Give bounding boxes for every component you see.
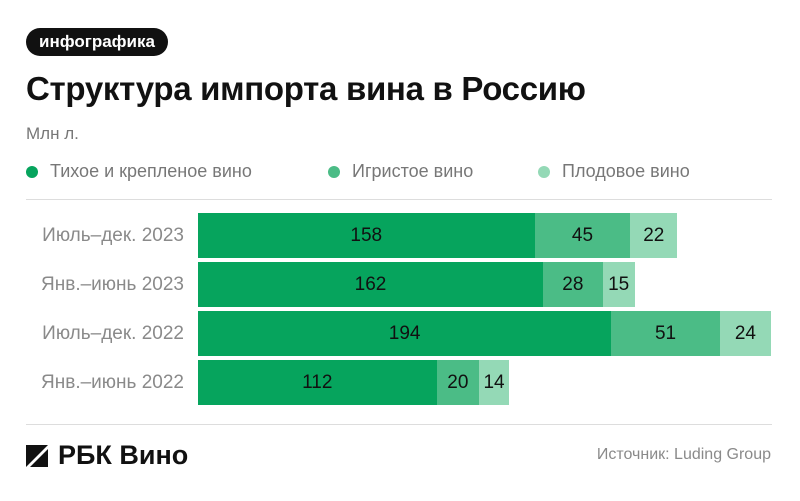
brand-arrow-icon: [26, 444, 48, 467]
data-label: 158: [350, 224, 383, 246]
bar-segment: 22: [630, 213, 678, 258]
bar-segment: 15: [602, 262, 635, 307]
data-label: 15: [608, 273, 630, 295]
bar-segment: 28: [543, 262, 603, 307]
data-label: 20: [447, 371, 469, 393]
legend-dot-fruit: [538, 165, 550, 178]
legend-label-fruit: Плодовое вино: [562, 161, 690, 181]
brand-name: РБК Вино: [58, 440, 189, 470]
data-label: 28: [562, 273, 584, 295]
bar-segment: 51: [611, 311, 720, 356]
legend-dot-still: [26, 165, 38, 178]
bar-segment: 162: [198, 262, 544, 307]
chart-legend: Тихое и крепленое вино Игристое вино Пло…: [0, 161, 800, 183]
chart-title: Структура импорта вина в Россию: [26, 70, 586, 107]
legend-item-fruit: Плодовое вино: [538, 161, 690, 182]
data-label: 112: [302, 371, 333, 393]
category-label: Июль–дек. 2022: [42, 323, 184, 344]
category-label: Июль–дек. 2023: [42, 225, 184, 246]
legend-item-still: Тихое и крепленое вино: [26, 161, 252, 182]
bar-segment: 14: [479, 360, 509, 405]
source-note: Источник: Luding Group: [596, 446, 771, 463]
legend-label-still: Тихое и крепленое вино: [50, 161, 252, 181]
bar-segment: 20: [436, 360, 480, 405]
data-label: 22: [643, 224, 665, 246]
legend-dot-sparkling: [328, 165, 340, 178]
bar-segment: 24: [719, 311, 771, 356]
bar-segment: 158: [198, 213, 535, 258]
data-label: 14: [483, 371, 505, 393]
legend-item-sparkling: Игристое вино: [328, 161, 473, 182]
data-label: 194: [388, 322, 421, 344]
data-label: 45: [571, 224, 594, 246]
unit-label: Млн л.: [26, 124, 79, 143]
bar-segment: 112: [198, 360, 437, 405]
data-label: 24: [734, 322, 756, 344]
data-label: 162: [354, 273, 387, 295]
divider-bottom: [26, 424, 772, 425]
legend-label-sparkling: Игристое вино: [352, 161, 474, 181]
category-badge: инфографика: [26, 28, 168, 56]
bar-segment: 194: [198, 311, 612, 356]
divider-top: [26, 199, 772, 200]
brand-logo: РБК Вино: [26, 440, 188, 471]
category-label: Янв.–июнь 2022: [41, 372, 184, 393]
data-label: 51: [654, 322, 677, 344]
category-label: Янв.–июнь 2023: [41, 274, 184, 295]
bar-segment: 45: [534, 213, 631, 258]
